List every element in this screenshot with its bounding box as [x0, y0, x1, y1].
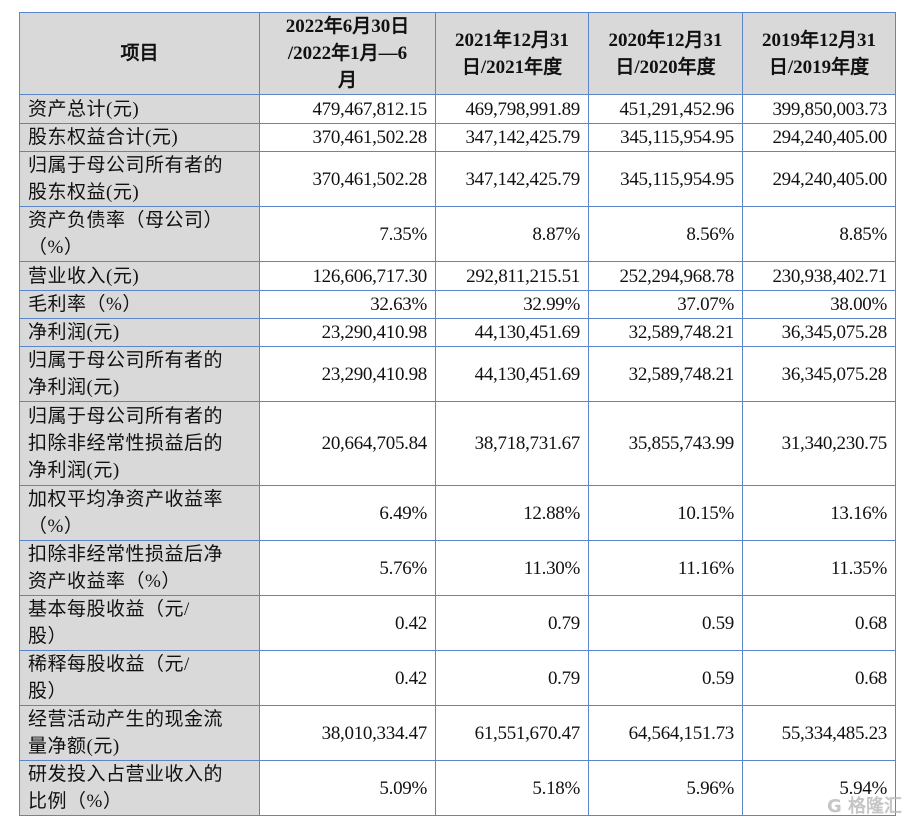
value-cell: 347,142,425.79	[435, 151, 589, 207]
row-label: 扣除非经常性损益后净 资产收益率（%）	[19, 540, 260, 596]
value-cell: 36,345,075.28	[742, 318, 896, 347]
value-cell: 8.85%	[742, 206, 896, 262]
row-label: 加权平均净资产收益率 （%）	[19, 485, 260, 541]
value-cell: 36,345,075.28	[742, 346, 896, 402]
row-label: 毛利率（%）	[19, 290, 260, 319]
table-row: 毛利率（%） 32.63% 32.99% 37.07% 38.00%	[19, 290, 896, 319]
value-cell: 347,142,425.79	[435, 123, 589, 152]
table-row: 经营活动产生的现金流 量净额(元) 38,010,334.47 61,551,670…	[19, 705, 896, 761]
value-cell: 37.07%	[588, 290, 743, 319]
value-cell: 64,564,151.73	[588, 705, 743, 761]
table-row: 归属于母公司所有者的 股东权益(元) 370,461,502.28 347,142,…	[19, 151, 896, 207]
row-label: 经营活动产生的现金流 量净额(元)	[19, 705, 260, 761]
value-cell: 0.79	[435, 650, 589, 706]
value-cell: 370,461,502.28	[259, 151, 436, 207]
value-cell: 5.96%	[588, 760, 743, 816]
value-cell: 12.88%	[435, 485, 589, 541]
financial-summary-table: 项目 2022年6月30日 /2022年1月—6 月 2021年12月31 日/20…	[19, 12, 896, 816]
value-cell: 469,798,991.89	[435, 94, 589, 124]
header-period: 2020年12月31 日/2020年度	[588, 12, 743, 95]
row-label: 股东权益合计(元)	[19, 123, 260, 152]
value-cell: 399,850,003.73	[742, 94, 896, 124]
value-cell: 7.35%	[259, 206, 436, 262]
row-label: 营业收入(元)	[19, 261, 260, 291]
watermark-logo: G 格隆汇	[826, 796, 902, 817]
table-row: 股东权益合计(元) 370,461,502.28 347,142,425.79 345…	[19, 123, 896, 152]
value-cell: 5.18%	[435, 760, 589, 816]
value-cell: 292,811,215.51	[435, 261, 589, 291]
row-label: 归属于母公司所有者的 股东权益(元)	[19, 151, 260, 207]
value-cell: 13.16%	[742, 485, 896, 541]
table-row: 资产总计(元) 479,467,812.15 469,798,991.89 451,2…	[19, 94, 896, 124]
value-cell: 38,718,731.67	[435, 401, 589, 486]
value-cell: 0.68	[742, 595, 896, 651]
value-cell: 20,664,705.84	[259, 401, 436, 486]
value-cell: 38,010,334.47	[259, 705, 436, 761]
value-cell: 31,340,230.75	[742, 401, 896, 486]
header-period: 2021年12月31 日/2021年度	[435, 12, 589, 95]
value-cell: 8.56%	[588, 206, 743, 262]
value-cell: 0.79	[435, 595, 589, 651]
table-row: 研发投入占营业收入的 比例（%） 5.09% 5.18% 5.96% 5.94%	[19, 760, 896, 816]
table-row: 归属于母公司所有者的 扣除非经常性损益后的 净利润(元) 20,664,705.8…	[19, 401, 896, 486]
row-label: 稀释每股收益（元/ 股）	[19, 650, 260, 706]
row-label: 基本每股收益（元/ 股）	[19, 595, 260, 651]
value-cell: 126,606,717.30	[259, 261, 436, 291]
value-cell: 5.09%	[259, 760, 436, 816]
value-cell: 61,551,670.47	[435, 705, 589, 761]
value-cell: 345,115,954.95	[588, 123, 743, 152]
value-cell: 5.76%	[259, 540, 436, 596]
table-row: 稀释每股收益（元/ 股） 0.42 0.79 0.59 0.68	[19, 650, 896, 706]
row-label: 净利润(元)	[19, 318, 260, 347]
value-cell: 294,240,405.00	[742, 123, 896, 152]
table-row: 资产负债率（母公司） （%） 7.35% 8.87% 8.56% 8.85%	[19, 206, 896, 262]
value-cell: 370,461,502.28	[259, 123, 436, 152]
value-cell: 35,855,743.99	[588, 401, 743, 486]
value-cell: 6.49%	[259, 485, 436, 541]
value-cell: 294,240,405.00	[742, 151, 896, 207]
value-cell: 55,334,485.23	[742, 705, 896, 761]
value-cell: 0.42	[259, 595, 436, 651]
header-period: 2022年6月30日 /2022年1月—6 月	[259, 12, 436, 95]
value-cell: 10.15%	[588, 485, 743, 541]
row-label: 归属于母公司所有者的 净利润(元)	[19, 346, 260, 402]
table-row: 扣除非经常性损益后净 资产收益率（%） 5.76% 11.30% 11.16% 11.3…	[19, 540, 896, 596]
table-row: 净利润(元) 23,290,410.98 44,130,451.69 32,589,7…	[19, 318, 896, 347]
table-row: 营业收入(元) 126,606,717.30 292,811,215.51 252,2…	[19, 261, 896, 291]
value-cell: 0.68	[742, 650, 896, 706]
table-row: 归属于母公司所有者的 净利润(元) 23,290,410.98 44,130,451…	[19, 346, 896, 402]
value-cell: 11.30%	[435, 540, 589, 596]
value-cell: 38.00%	[742, 290, 896, 319]
value-cell: 252,294,968.78	[588, 261, 743, 291]
value-cell: 0.59	[588, 650, 743, 706]
value-cell: 230,938,402.71	[742, 261, 896, 291]
value-cell: 0.42	[259, 650, 436, 706]
table-row: 加权平均净资产收益率 （%） 6.49% 12.88% 10.15% 13.16%	[19, 485, 896, 541]
header-row: 项目 2022年6月30日 /2022年1月—6 月 2021年12月31 日/20…	[19, 12, 896, 95]
value-cell: 32,589,748.21	[588, 318, 743, 347]
value-cell: 345,115,954.95	[588, 151, 743, 207]
value-cell: 23,290,410.98	[259, 318, 436, 347]
value-cell: 8.87%	[435, 206, 589, 262]
value-cell: 451,291,452.96	[588, 94, 743, 124]
row-label: 资产总计(元)	[19, 94, 260, 124]
header-item: 项目	[19, 12, 260, 95]
header-period: 2019年12月31 日/2019年度	[742, 12, 896, 95]
value-cell: 5.94%	[742, 760, 896, 816]
value-cell: 32.99%	[435, 290, 589, 319]
row-label: 资产负债率（母公司） （%）	[19, 206, 260, 262]
value-cell: 44,130,451.69	[435, 346, 589, 402]
value-cell: 479,467,812.15	[259, 94, 436, 124]
value-cell: 11.16%	[588, 540, 743, 596]
value-cell: 32.63%	[259, 290, 436, 319]
row-label: 归属于母公司所有者的 扣除非经常性损益后的 净利润(元)	[19, 401, 260, 486]
value-cell: 11.35%	[742, 540, 896, 596]
value-cell: 32,589,748.21	[588, 346, 743, 402]
value-cell: 0.59	[588, 595, 743, 651]
table-row: 基本每股收益（元/ 股） 0.42 0.79 0.59 0.68	[19, 595, 896, 651]
value-cell: 44,130,451.69	[435, 318, 589, 347]
row-label: 研发投入占营业收入的 比例（%）	[19, 760, 260, 816]
value-cell: 23,290,410.98	[259, 346, 436, 402]
